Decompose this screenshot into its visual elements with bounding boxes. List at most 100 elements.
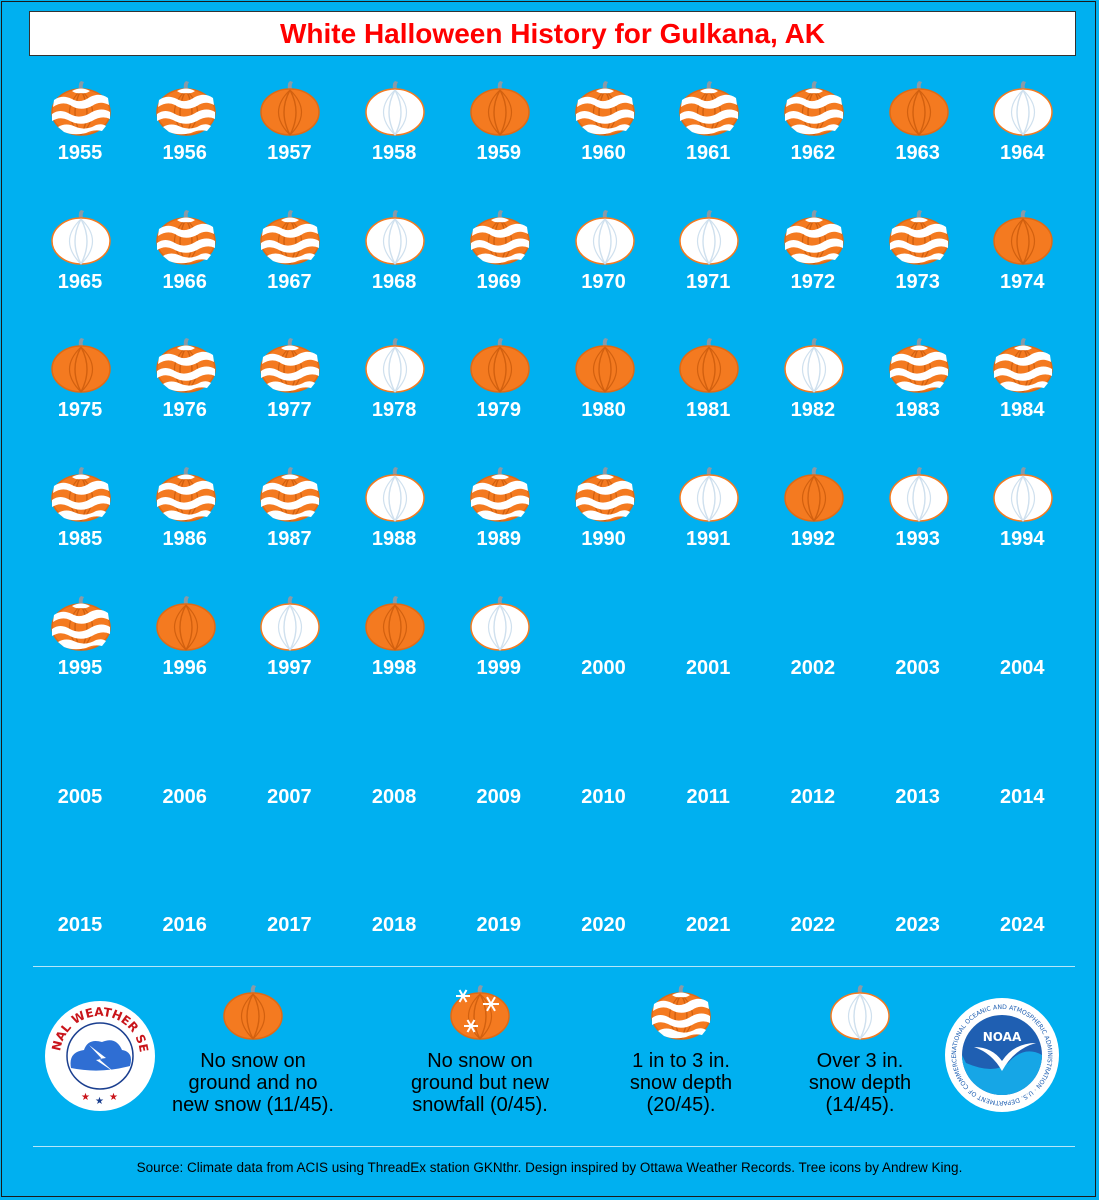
year-label: 2018: [371, 914, 417, 937]
year-label: 1977: [267, 399, 312, 422]
year-cell: 1993: [866, 458, 970, 586]
noaa-logo: NOAA NATIONAL OCEANIC AND ATMOSPHERIC AD…: [945, 998, 1059, 1112]
year-label: 1958: [371, 142, 417, 164]
legend-over-3-in: Over 3 in. snow depth (14/45).: [782, 984, 938, 1116]
year-cell: 1982: [761, 329, 865, 457]
pumpkin-white-icon: [574, 209, 635, 265]
pumpkin-orange-icon: [223, 985, 283, 1040]
pumpkin-striped-icon: [888, 338, 949, 394]
year-label: 1965: [57, 270, 103, 293]
year-label: 2005: [57, 785, 103, 808]
year-cell: 2018: [342, 844, 446, 972]
year-label: 1959: [476, 142, 522, 164]
year-cell: 1963: [866, 72, 970, 200]
year-label: 2006: [162, 785, 207, 808]
year-cell: 1973: [866, 201, 970, 329]
title-box: White Halloween History for Gulkana, AK: [29, 11, 1076, 56]
year-label: 1963: [895, 142, 940, 164]
year-label: 1998: [371, 656, 417, 679]
pumpkin-orange-icon: [155, 595, 216, 651]
pumpkin-orange-icon: [574, 338, 635, 394]
pumpkin-white-icon: [365, 209, 425, 265]
legend-over-3-line1: Over 3 in.: [816, 1050, 904, 1072]
year-label: 1987: [267, 528, 312, 551]
year-label: 2009: [476, 785, 522, 808]
year-label: 1978: [371, 399, 417, 422]
year-cell: 1994: [970, 458, 1074, 586]
pumpkin-white-icon: [888, 467, 949, 522]
svg-text:★: ★: [81, 1092, 90, 1103]
pumpkin-striped-icon: [51, 595, 111, 651]
year-cell: 1978: [342, 329, 446, 457]
year-cell: 2017: [237, 844, 341, 972]
pumpkin-striped-icon: [260, 209, 321, 265]
year-cell: 1988: [342, 458, 446, 586]
year-label: 1957: [267, 142, 312, 164]
year-cell: 1992: [761, 458, 865, 586]
year-label: 2001: [685, 656, 731, 679]
year-cell: 2006: [133, 716, 237, 844]
year-cell: 1989: [447, 458, 551, 586]
year-cell: 1979: [447, 329, 551, 457]
year-label: 1960: [581, 142, 626, 164]
year-cell: 1960: [552, 72, 656, 200]
legend-no-snow-line1: No snow on: [200, 1050, 306, 1072]
year-label: 1974: [1000, 270, 1045, 293]
divider-top: [33, 966, 1075, 967]
year-cell: 1999: [447, 587, 551, 715]
legend-no-snow: No snow on ground and no new snow (11/45…: [160, 984, 346, 1116]
legend-new-snow: No snow on ground but new snowfall (0/45…: [388, 984, 572, 1116]
year-cell: 1959: [447, 72, 551, 200]
year-cell: 1985: [28, 458, 132, 586]
year-cell: 2023: [866, 844, 970, 972]
divider-bottom: [33, 1146, 1075, 1147]
year-cell: 1995: [28, 587, 132, 715]
year-label: 1967: [267, 270, 312, 293]
year-cell: 2001: [656, 587, 760, 715]
legend-no-snow-line2: ground and no: [188, 1072, 318, 1094]
year-cell: 2004: [970, 587, 1074, 715]
year-cell: 1996: [133, 587, 237, 715]
year-cell: 2015: [28, 844, 132, 972]
year-label: 1986: [162, 528, 207, 551]
pumpkin-striped-icon: [679, 81, 739, 136]
year-cell: 2022: [761, 844, 865, 972]
year-label: 1990: [581, 528, 626, 551]
legend-new-snow-line3: snowfall (0/45).: [412, 1094, 548, 1116]
year-label: 1955: [57, 142, 103, 164]
year-label: 1972: [790, 270, 836, 293]
pumpkin-striped-icon: [470, 209, 530, 265]
pumpkin-white-icon: [993, 467, 1054, 522]
year-label: 2008: [371, 785, 417, 808]
pumpkin-orange-icon: [260, 81, 321, 136]
nws-logo: NATIONAL WEATHER SERVICE ★ ★ ★: [44, 1000, 155, 1111]
pumpkin-striped-icon: [155, 209, 216, 265]
year-cell: 1977: [237, 329, 341, 457]
year-label: 2022: [790, 914, 836, 937]
year-cell: 1990: [552, 458, 656, 586]
year-label: 1992: [790, 528, 836, 551]
pumpkin-orange-icon: [365, 595, 425, 651]
year-label: 2000: [581, 656, 626, 679]
year-label: 2023: [895, 914, 940, 937]
year-cell: 1971: [656, 201, 760, 329]
pumpkin-white-icon: [993, 81, 1054, 136]
year-label: 1982: [790, 399, 836, 422]
legend-1-3-in: 1 in to 3 in. snow depth (20/45).: [598, 984, 764, 1116]
year-cell: 1962: [761, 72, 865, 200]
pumpkin-orange-icon: [470, 81, 530, 136]
year-label: 1997: [267, 656, 312, 679]
year-label: 1968: [371, 270, 417, 293]
year-label: 1999: [476, 656, 522, 679]
legend-1-3-line1: 1 in to 3 in.: [632, 1050, 730, 1072]
pumpkin-striped-icon: [574, 467, 635, 522]
pumpkin-white-icon: [830, 985, 890, 1040]
pumpkin-striped-icon: [260, 467, 321, 522]
pumpkin-striped-icon: [993, 338, 1054, 394]
pumpkin-white-icon: [365, 467, 425, 522]
year-cell: 2010: [552, 716, 656, 844]
year-label: 1964: [1000, 142, 1045, 164]
pumpkin-striped-icon: [260, 338, 321, 394]
year-cell: 1955: [28, 72, 132, 200]
year-label: 2012: [790, 785, 836, 808]
